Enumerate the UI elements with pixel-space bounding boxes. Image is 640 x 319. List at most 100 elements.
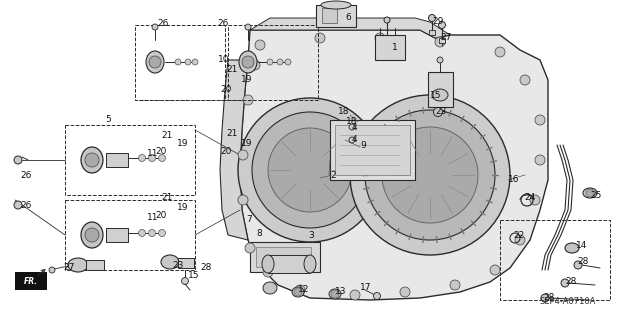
Circle shape xyxy=(520,75,530,85)
Text: 22: 22 xyxy=(513,231,524,240)
Circle shape xyxy=(285,59,291,65)
Circle shape xyxy=(159,154,166,161)
Text: 23: 23 xyxy=(435,108,446,116)
Text: 20: 20 xyxy=(220,147,232,157)
Text: 19: 19 xyxy=(241,76,253,85)
Circle shape xyxy=(375,33,385,43)
Text: 28: 28 xyxy=(577,257,588,266)
Text: 8: 8 xyxy=(256,228,262,238)
Ellipse shape xyxy=(146,51,164,73)
Circle shape xyxy=(350,290,360,300)
Circle shape xyxy=(152,24,158,30)
Bar xyxy=(316,5,356,27)
Circle shape xyxy=(185,59,191,65)
Circle shape xyxy=(255,40,265,50)
Circle shape xyxy=(238,98,382,242)
Text: 26: 26 xyxy=(20,201,31,210)
FancyBboxPatch shape xyxy=(15,272,47,290)
Text: 9: 9 xyxy=(360,140,365,150)
Circle shape xyxy=(250,60,260,70)
Circle shape xyxy=(159,229,166,236)
Text: 26: 26 xyxy=(217,19,228,27)
Text: 4: 4 xyxy=(352,122,358,131)
Circle shape xyxy=(148,154,156,161)
Bar xyxy=(65,200,195,270)
Text: 7: 7 xyxy=(246,216,252,225)
Ellipse shape xyxy=(81,222,103,248)
Circle shape xyxy=(365,110,495,240)
Circle shape xyxy=(138,229,145,236)
Circle shape xyxy=(530,195,540,205)
Circle shape xyxy=(433,108,442,116)
Circle shape xyxy=(49,267,55,273)
Ellipse shape xyxy=(263,282,277,294)
Circle shape xyxy=(315,33,325,43)
Circle shape xyxy=(14,156,22,164)
Ellipse shape xyxy=(81,147,103,173)
Ellipse shape xyxy=(329,289,341,299)
Circle shape xyxy=(535,155,545,165)
Ellipse shape xyxy=(161,255,179,269)
Text: 19: 19 xyxy=(177,138,189,147)
Circle shape xyxy=(252,112,368,228)
Text: 18: 18 xyxy=(338,108,349,116)
Bar xyxy=(268,255,310,273)
Text: 3: 3 xyxy=(308,231,314,240)
Ellipse shape xyxy=(565,243,579,253)
Circle shape xyxy=(561,279,569,287)
Text: 27: 27 xyxy=(63,263,74,272)
Text: 18: 18 xyxy=(346,117,358,127)
Ellipse shape xyxy=(262,255,274,273)
Circle shape xyxy=(148,229,156,236)
Circle shape xyxy=(574,261,582,269)
Circle shape xyxy=(182,278,189,285)
Circle shape xyxy=(277,59,283,65)
Text: 15: 15 xyxy=(430,91,442,100)
Circle shape xyxy=(238,195,248,205)
Text: 28: 28 xyxy=(543,293,554,301)
Bar xyxy=(256,247,311,267)
Circle shape xyxy=(245,243,255,253)
Ellipse shape xyxy=(239,51,257,73)
Circle shape xyxy=(374,293,381,300)
Text: 21: 21 xyxy=(161,130,172,139)
Text: 6: 6 xyxy=(345,12,351,21)
Circle shape xyxy=(245,24,251,30)
Circle shape xyxy=(85,228,99,242)
Circle shape xyxy=(175,59,181,65)
Circle shape xyxy=(437,57,443,63)
Text: 16: 16 xyxy=(508,175,520,184)
Circle shape xyxy=(495,47,505,57)
Circle shape xyxy=(535,115,545,125)
Circle shape xyxy=(149,56,161,68)
Text: 11: 11 xyxy=(147,213,159,222)
Text: 12: 12 xyxy=(298,285,309,293)
Text: 24: 24 xyxy=(524,194,535,203)
Circle shape xyxy=(541,294,549,302)
Circle shape xyxy=(382,127,478,223)
Circle shape xyxy=(586,189,594,197)
Circle shape xyxy=(242,56,254,68)
Bar xyxy=(178,258,194,268)
Circle shape xyxy=(400,287,410,297)
Polygon shape xyxy=(240,30,548,300)
Text: 29: 29 xyxy=(432,18,444,26)
Bar xyxy=(335,125,410,175)
Text: 11: 11 xyxy=(147,149,159,158)
Circle shape xyxy=(429,14,435,21)
Circle shape xyxy=(85,153,99,167)
Circle shape xyxy=(349,124,355,130)
Circle shape xyxy=(268,128,352,212)
Ellipse shape xyxy=(583,188,597,198)
Circle shape xyxy=(267,59,273,65)
Circle shape xyxy=(294,288,302,296)
Text: 28: 28 xyxy=(565,278,577,286)
Text: 20: 20 xyxy=(220,85,232,94)
Circle shape xyxy=(515,235,525,245)
Text: 21: 21 xyxy=(226,129,237,137)
Bar xyxy=(322,8,337,23)
Circle shape xyxy=(14,201,22,209)
Bar xyxy=(135,25,225,100)
Circle shape xyxy=(450,280,460,290)
Text: FR.: FR. xyxy=(24,277,38,286)
